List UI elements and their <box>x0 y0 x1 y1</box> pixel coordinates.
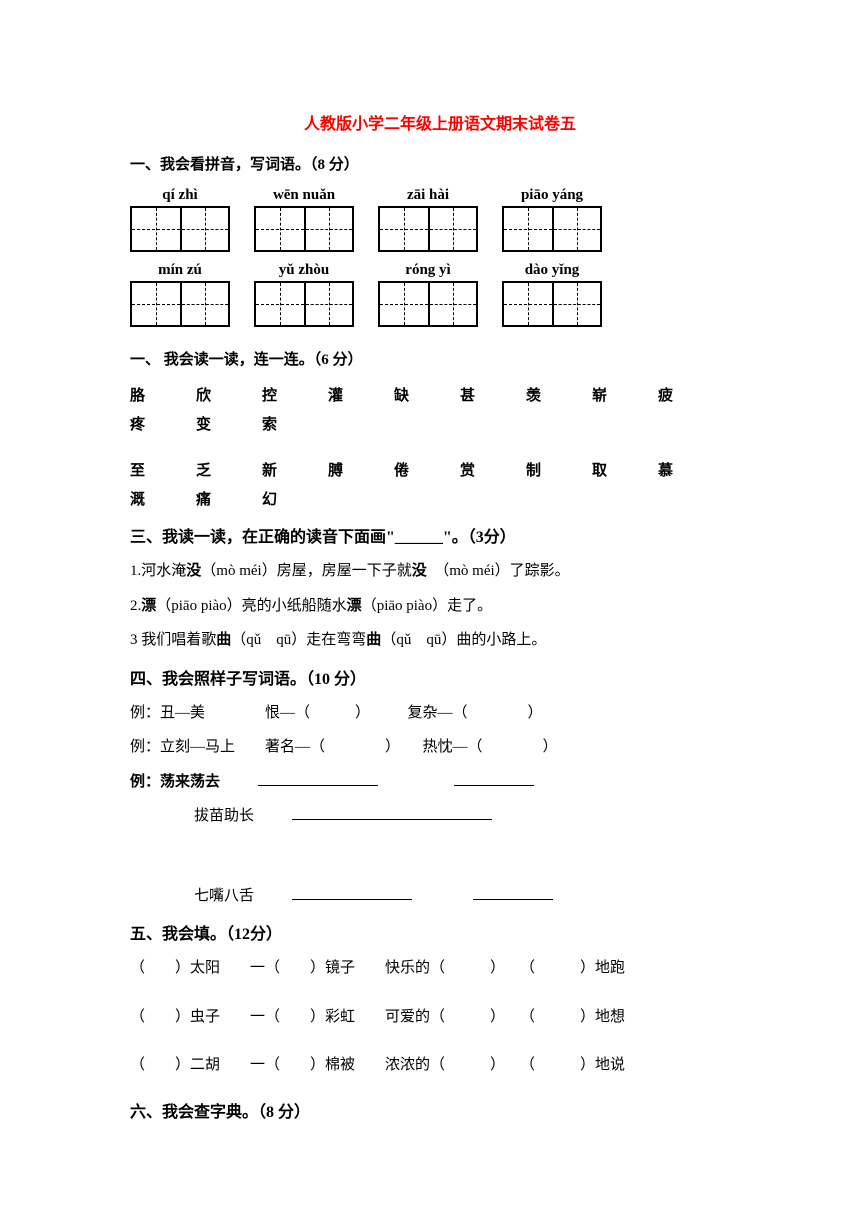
section-6-heading: 六、我会查字典。（8 分） <box>130 1097 750 1129</box>
s5-line-1: （ ）太阳 一（ ）镜子 快乐的（ ） （ ）地跑 <box>130 951 750 986</box>
char-row-1: 胳 欣 控 灌 缺 甚 羡 崭 疲 疼 变 索 <box>130 382 750 439</box>
pinyin-label: dào yǐng <box>525 262 580 279</box>
s4-line-3: 例：荡来荡去 <box>130 765 750 800</box>
char-row-2: 至 乏 新 膊 倦 赏 制 取 慕 溉 痛 幻 <box>130 457 750 514</box>
s3-line-2: 2.漂（piāo piào）亮的小纸船随水漂（piāo piào）走了。 <box>130 589 750 624</box>
pinyin-label: zāi hài <box>407 187 449 204</box>
pinyin-group: mín zú <box>130 262 230 327</box>
pinyin-group: dào yǐng <box>502 262 602 327</box>
s5-line-3: （ ）二胡 一（ ）棉被 浓浓的（ ） （ ）地说 <box>130 1048 750 1083</box>
s4-line-2: 例：立刻—马上 著名—（ ） 热忱—（ ） <box>130 730 750 765</box>
pinyin-group: qí zhì <box>130 187 230 252</box>
s5-line-2: （ ）虫子 一（ ）彩虹 可爱的（ ） （ ）地想 <box>130 1000 750 1035</box>
tianzi-pair <box>254 281 354 327</box>
section-3-heading: 三、我读一读，在正确的读音下面画"______"。（3分） <box>130 522 750 554</box>
pinyin-group: piāo yáng <box>502 187 602 252</box>
pinyin-label: yǔ zhòu <box>279 262 329 279</box>
pinyin-group: yǔ zhòu <box>254 262 354 327</box>
tianzi-pair <box>378 206 478 252</box>
pinyin-label: wēn nuǎn <box>273 187 335 204</box>
page-title: 人教版小学二年级上册语文期末试卷五 <box>130 110 750 134</box>
tianzi-pair <box>378 281 478 327</box>
section-4-heading: 四、我会照样子写词语。（10 分） <box>130 664 750 696</box>
tianzi-pair <box>502 206 602 252</box>
tianzi-pair <box>502 281 602 327</box>
pinyin-row-1: qí zhì wēn nuǎn zāi hài piāo yáng <box>130 187 750 252</box>
pinyin-row-2: mín zú yǔ zhòu róng yì dào yǐng <box>130 262 750 327</box>
s3-line-1: 1.河水淹没（mò méi）房屋，房屋一下子就没 （mò méi）了踪影。 <box>130 554 750 589</box>
tianzi-pair <box>130 206 230 252</box>
section-2-heading: 一、 我会读一读，连一连。（6 分） <box>130 347 750 374</box>
s4-line-5: 七嘴八舌 <box>130 879 750 914</box>
pinyin-label: piāo yáng <box>521 187 583 204</box>
pinyin-group: zāi hài <box>378 187 478 252</box>
s3-line-3: 3 我们唱着歌曲（qǔ qū）走在弯弯曲（qǔ qū）曲的小路上。 <box>130 623 750 658</box>
section-5-heading: 五、我会填。（12分） <box>130 919 750 951</box>
pinyin-group: róng yì <box>378 262 478 327</box>
pinyin-label: qí zhì <box>162 187 197 204</box>
section-1-heading: 一、我会看拼音，写词语。（8 分） <box>130 152 750 179</box>
pinyin-label: mín zú <box>158 262 202 279</box>
pinyin-group: wēn nuǎn <box>254 187 354 252</box>
s4-line-4: 拔苗助长 <box>130 799 750 834</box>
tianzi-pair <box>130 281 230 327</box>
pinyin-label: róng yì <box>405 262 450 279</box>
tianzi-pair <box>254 206 354 252</box>
s4-line-1: 例：丑—美 恨—（ ） 复杂—（ ） <box>130 696 750 731</box>
